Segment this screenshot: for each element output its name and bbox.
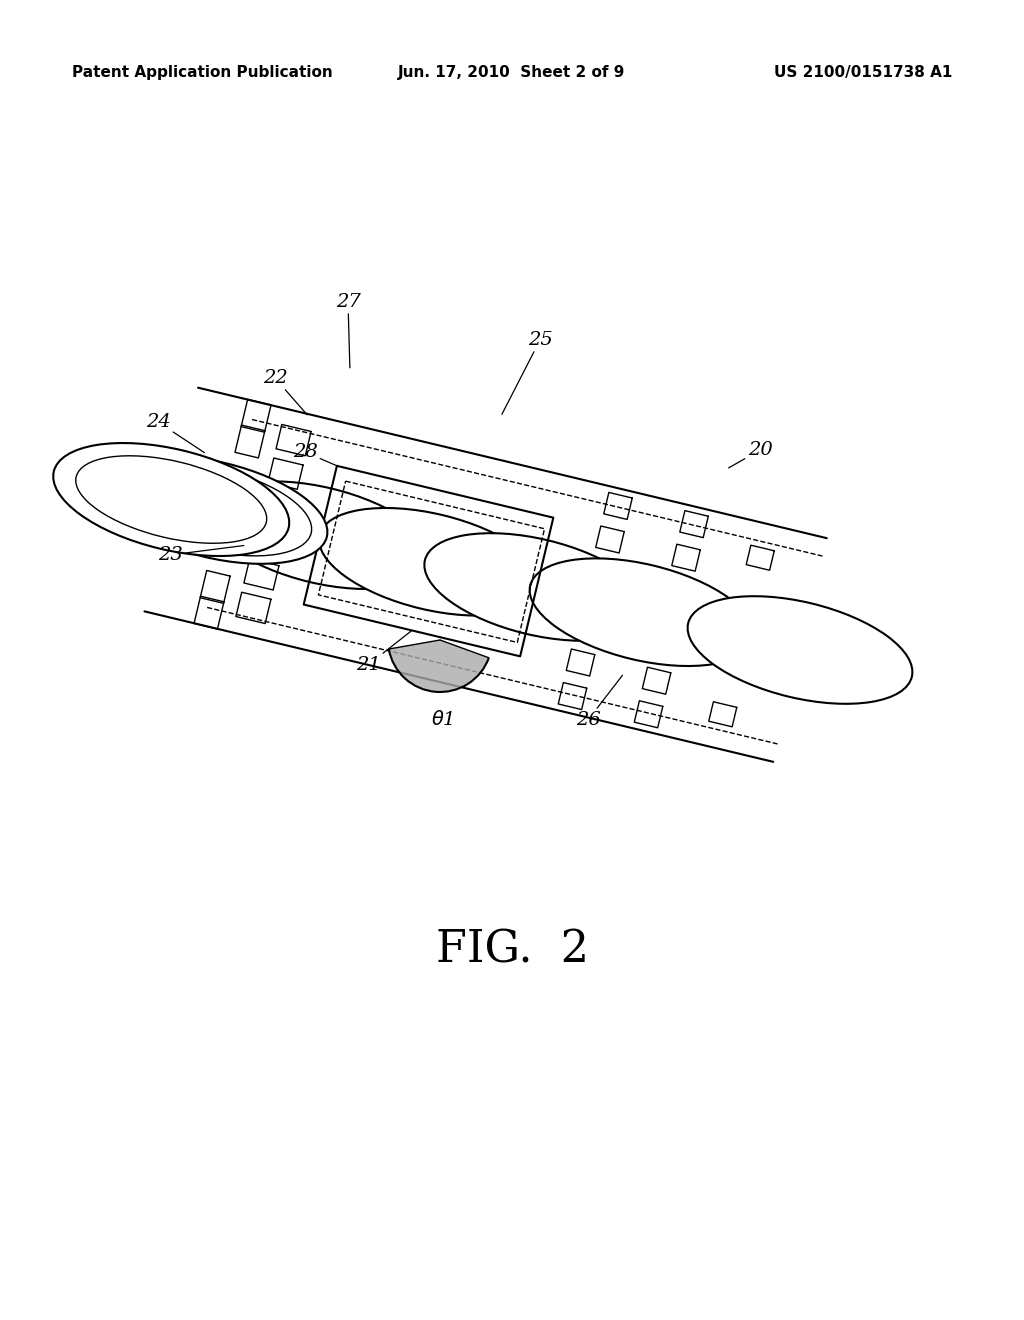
Text: $\theta$1: $\theta$1 — [431, 710, 454, 729]
Text: 20: 20 — [729, 441, 772, 467]
Text: 25: 25 — [502, 331, 552, 414]
Text: 24: 24 — [145, 413, 205, 453]
Ellipse shape — [319, 508, 544, 615]
Text: 27: 27 — [336, 293, 360, 368]
Ellipse shape — [687, 597, 912, 704]
Ellipse shape — [102, 457, 328, 564]
Ellipse shape — [53, 444, 289, 556]
Text: FIG.  2: FIG. 2 — [435, 928, 589, 972]
Text: Patent Application Publication: Patent Application Publication — [72, 65, 333, 79]
Text: 21: 21 — [355, 631, 412, 675]
Text: 22: 22 — [262, 370, 307, 414]
Wedge shape — [389, 640, 488, 692]
Ellipse shape — [529, 558, 755, 667]
Text: 28: 28 — [293, 444, 338, 466]
Text: 26: 26 — [575, 676, 623, 729]
Text: Jun. 17, 2010  Sheet 2 of 9: Jun. 17, 2010 Sheet 2 of 9 — [398, 65, 626, 79]
Text: 23: 23 — [158, 545, 244, 564]
Ellipse shape — [119, 465, 311, 556]
Ellipse shape — [424, 533, 649, 640]
Text: US 2100/0151738 A1: US 2100/0151738 A1 — [773, 65, 952, 79]
Ellipse shape — [76, 455, 266, 544]
Ellipse shape — [208, 482, 433, 589]
